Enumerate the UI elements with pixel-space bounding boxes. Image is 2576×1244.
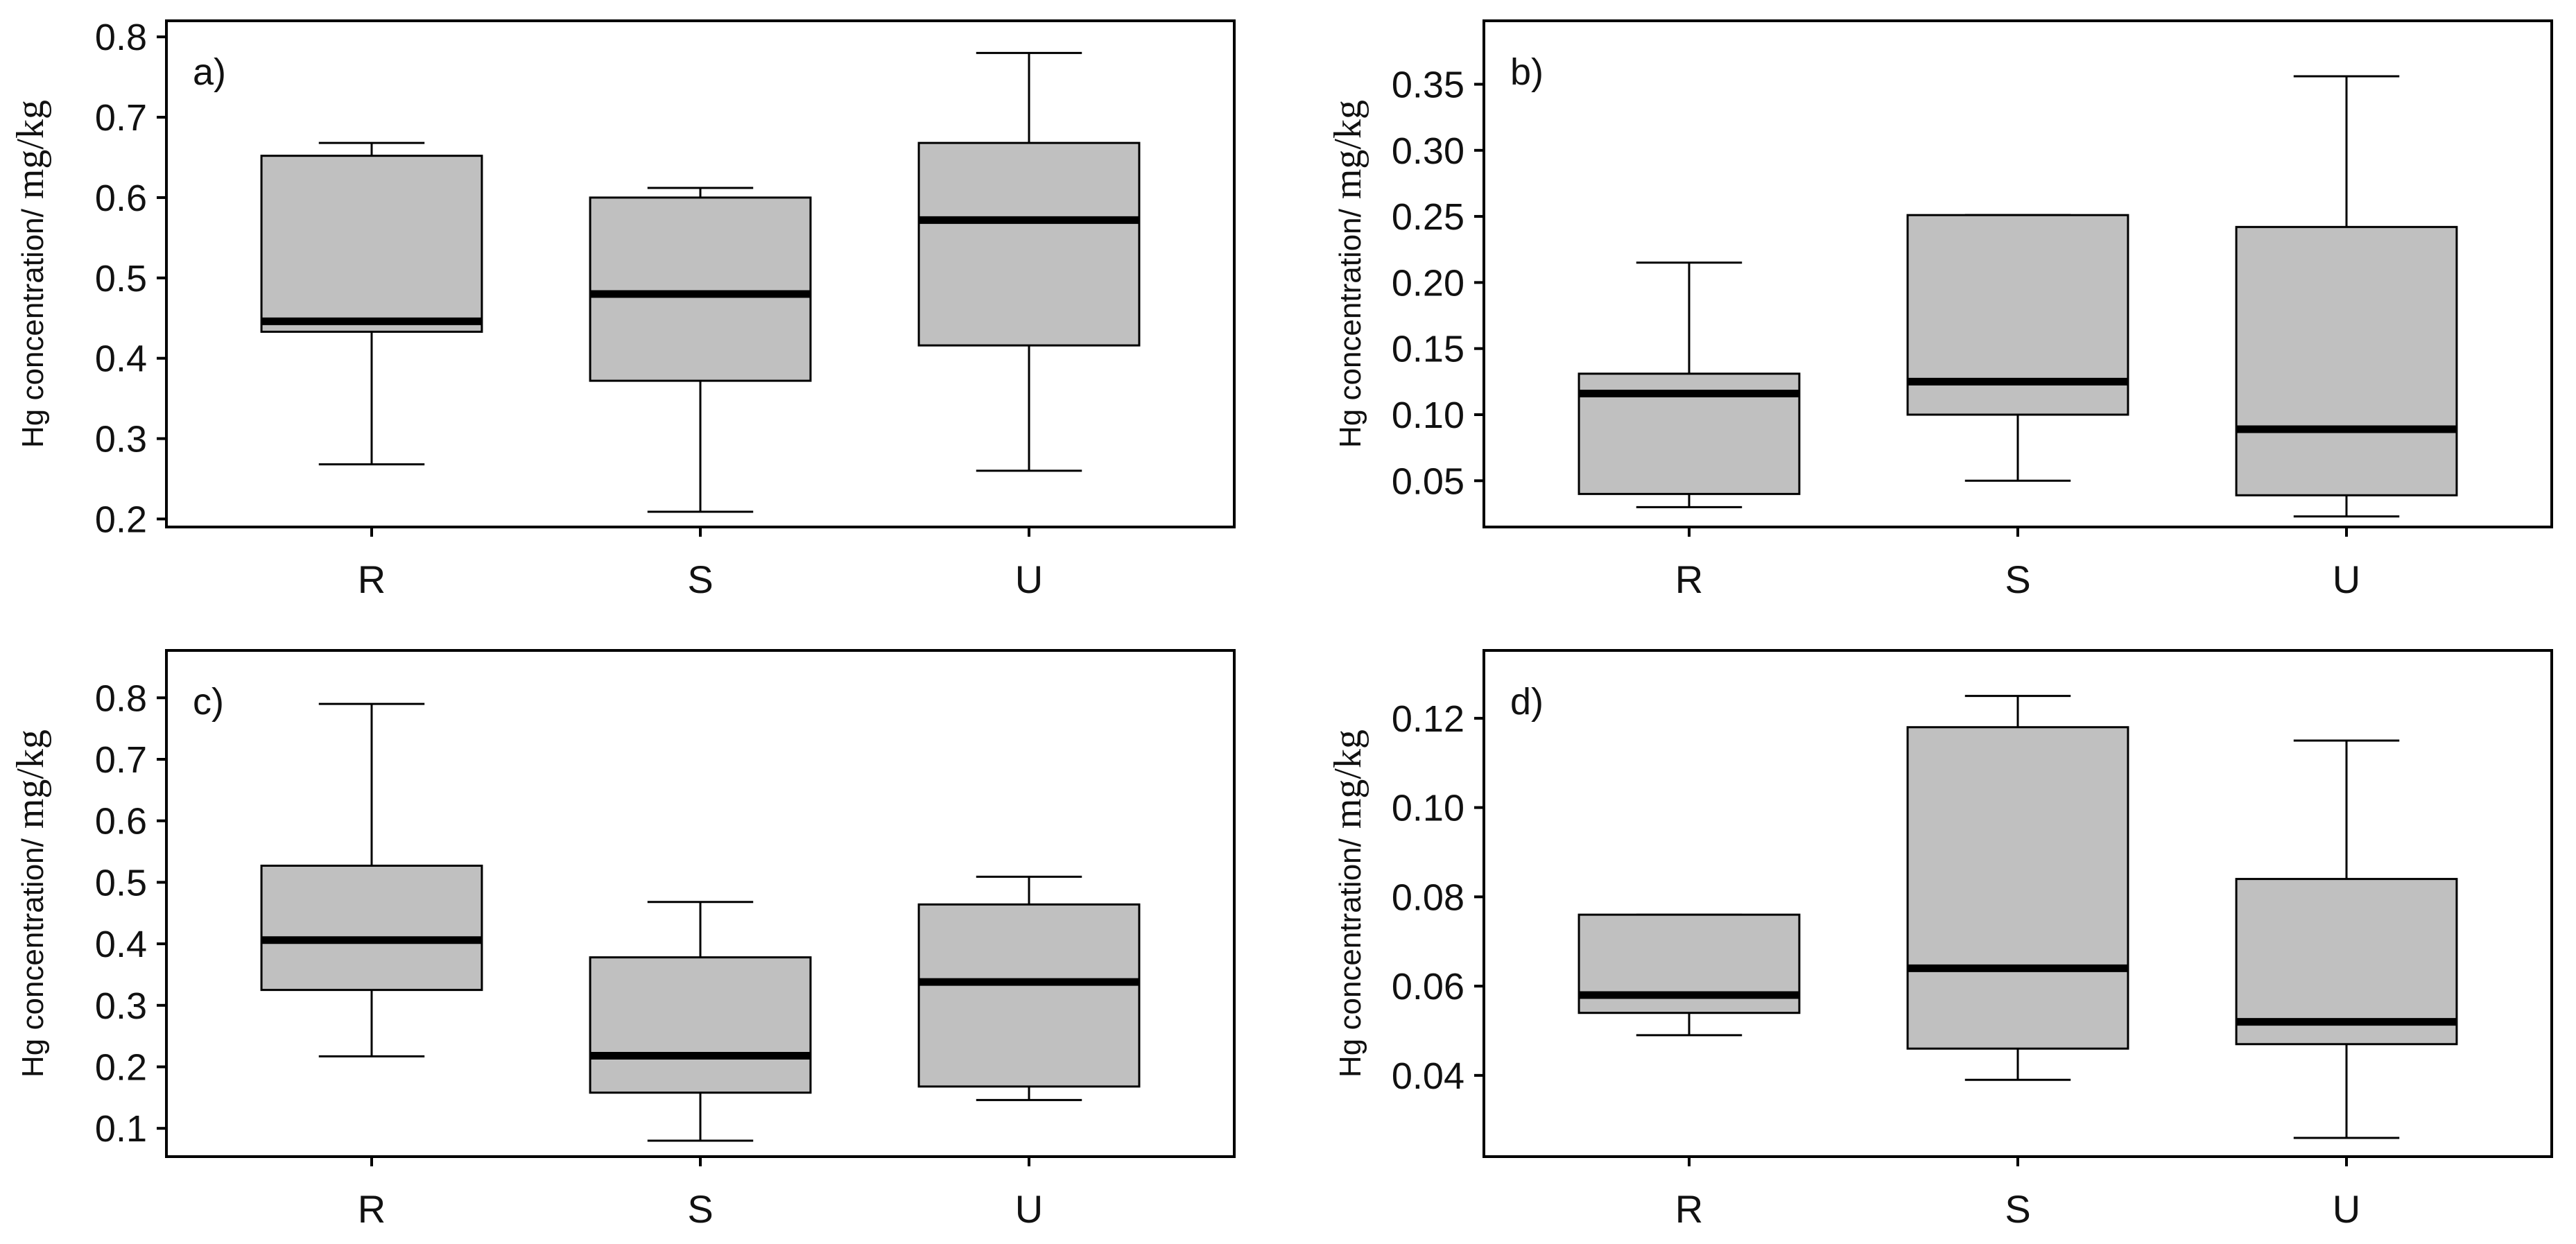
x-tick-label-S: S <box>687 1187 713 1231</box>
y-axis-label: Hg concentration/mg/kg <box>1326 100 1369 448</box>
y-tick-label: 0.04 <box>1392 1055 1464 1097</box>
y-tick-label: 0.35 <box>1392 64 1464 105</box>
panel-label: c) <box>193 681 224 723</box>
y-axis-label: Hg concentration/mg/kg <box>9 100 52 448</box>
panel-label: b) <box>1510 51 1544 93</box>
x-tick-label-U: U <box>2333 558 2360 601</box>
y-tick-label: 0.4 <box>95 924 147 965</box>
y-axis-unit: mg/kg <box>9 729 52 829</box>
box-U <box>2235 739 2458 1139</box>
box-U <box>917 875 1141 1101</box>
x-tick-label-U: U <box>1015 1187 1043 1231</box>
y-tick-label: 0.10 <box>1392 395 1464 436</box>
iqr-box <box>260 864 483 992</box>
box-S <box>589 187 812 513</box>
box-S <box>1906 695 2129 1081</box>
iqr-box <box>1906 726 2129 1050</box>
y-tick-label: 0.6 <box>95 801 147 843</box>
iqr-box <box>260 155 483 333</box>
y-axis-label-text: Hg concentration/ <box>1333 208 1367 448</box>
x-tick-label-S: S <box>2005 1187 2030 1231</box>
y-tick-label: 0.20 <box>1392 262 1464 304</box>
x-tick-label-U: U <box>1015 558 1043 601</box>
box-R <box>260 702 483 1057</box>
iqr-box <box>917 903 1141 1088</box>
iqr-box <box>589 956 812 1094</box>
panel-d: d) 0.04 0.06 0.08 0.10 0.12 Hg concentration/m… <box>1326 649 2553 1231</box>
y-tick-label: 0.05 <box>1392 460 1464 502</box>
panel-a: a) 0.2 0.3 0.4 0.5 0.6 0.7 0.8 Hg concentration/… <box>9 17 1236 601</box>
box-R <box>1577 261 1801 508</box>
y-tick-label: 0.06 <box>1392 966 1464 1008</box>
panel-b: b) 0.05 0.10 0.15 0.20 0.25 0.30 0.35 Hg concent… <box>1326 19 2553 601</box>
y-axis-label: Hg concentration/mg/kg <box>9 729 52 1078</box>
panel-c: c) 0.1 0.2 0.3 0.4 0.5 0.6 0.7 0.8 Hg concentrati… <box>9 649 1236 1231</box>
y-tick-label: 0.7 <box>95 97 147 139</box>
y-tick-label: 0.8 <box>95 677 147 719</box>
x-tick-label-R: R <box>358 558 386 601</box>
y-tick-label: 0.6 <box>95 178 147 219</box>
x-tick-label-R: R <box>358 1187 386 1231</box>
x-tick-label-S: S <box>687 558 713 601</box>
iqr-box <box>589 196 812 382</box>
x-tick-label-U: U <box>2333 1187 2360 1231</box>
iqr-box <box>2235 878 2458 1046</box>
y-axis-unit: mg/kg <box>1326 729 1369 829</box>
y-tick-label: 0.5 <box>95 258 147 300</box>
box-U <box>2235 75 2458 518</box>
y-axis-label: Hg concentration/mg/kg <box>1326 729 1369 1078</box>
box-S <box>1906 214 2129 482</box>
y-tick-label: 0.3 <box>95 419 147 460</box>
y-tick-label: 0.4 <box>95 338 147 380</box>
y-tick-label: 0.7 <box>95 739 147 781</box>
y-tick-label: 0.3 <box>95 985 147 1027</box>
box-S <box>589 901 812 1142</box>
y-tick-label: 0.30 <box>1392 130 1464 172</box>
y-axis-unit: mg/kg <box>1326 100 1369 199</box>
y-tick-label: 0.10 <box>1392 788 1464 829</box>
x-tick-label-R: R <box>1675 1187 1703 1231</box>
y-tick-label: 0.25 <box>1392 196 1464 238</box>
y-tick-label: 0.2 <box>95 1046 147 1088</box>
y-axis-label-text: Hg concentration/ <box>16 838 50 1078</box>
panel-label: a) <box>193 51 226 93</box>
y-tick-label: 0.1 <box>95 1108 147 1150</box>
box-U <box>917 51 1141 472</box>
iqr-box <box>917 141 1141 347</box>
y-axis-label-text: Hg concentration/ <box>1333 838 1367 1078</box>
y-tick-label: 0.2 <box>95 499 147 540</box>
box-R <box>1577 913 1801 1037</box>
panel-label: d) <box>1510 681 1544 723</box>
y-axis-label-text: Hg concentration/ <box>16 208 50 448</box>
y-tick-label: 0.12 <box>1392 698 1464 740</box>
box-R <box>260 141 483 466</box>
y-tick-label: 0.8 <box>95 17 147 58</box>
y-tick-label: 0.08 <box>1392 876 1464 918</box>
y-tick-label: 0.5 <box>95 862 147 904</box>
x-tick-label-R: R <box>1675 558 1703 601</box>
y-axis-unit: mg/kg <box>9 100 52 199</box>
x-tick-label-S: S <box>2005 558 2030 601</box>
y-tick-label: 0.15 <box>1392 329 1464 370</box>
iqr-box <box>2235 225 2458 496</box>
